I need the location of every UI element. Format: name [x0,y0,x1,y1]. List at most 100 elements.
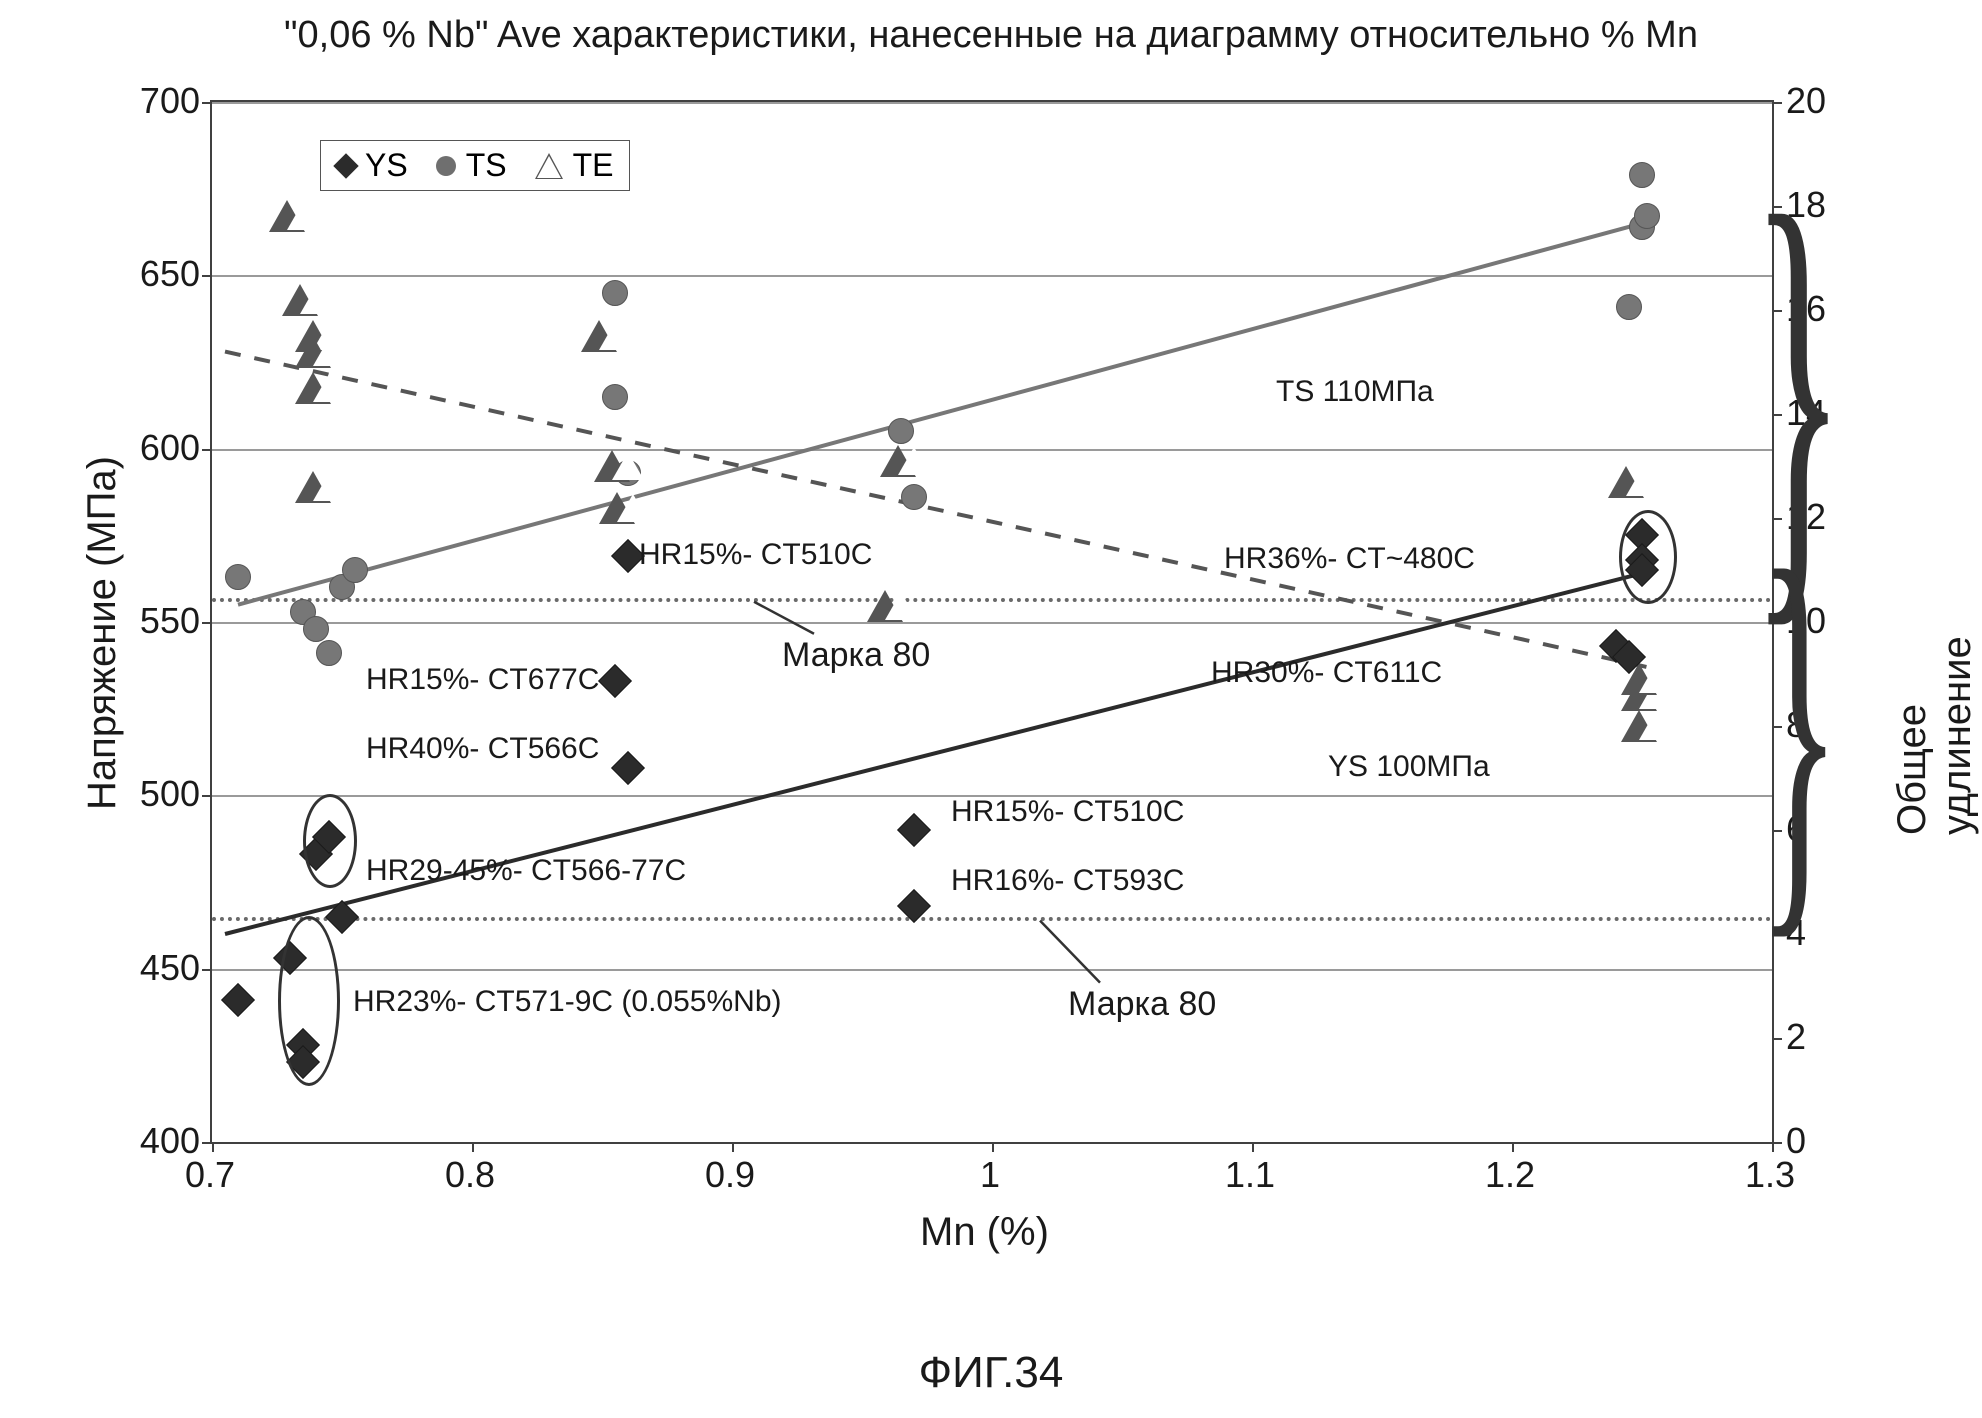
data-point-diamond [226,988,250,1012]
legend-item: TS [436,147,507,184]
chart-annotation: YS 100МПа [1328,750,1490,784]
tick-label-x: 1 [950,1154,1030,1196]
reference-line [212,917,1772,921]
data-point-diamond [616,756,640,780]
tick-label-y-left: 550 [120,600,200,642]
data-point-triangle [898,447,930,475]
chart-annotation: HR30%- CT611C [1211,656,1442,690]
tick-y-left [202,449,212,451]
tick-label-y-left: 650 [120,253,200,295]
data-point-circle [602,280,628,306]
tick-y-left [202,622,212,624]
y-axis-left-label: Напряжение (МПа) [80,456,125,810]
chart-annotation: HR29-45%- CT566-77C [366,854,686,888]
tick-x [732,1142,734,1152]
reference-line [212,598,1772,602]
chart-title: "0,06 % Nb" Ave характеристики, нанесенн… [0,14,1982,57]
chart-annotation: HR16%- CT593C [951,864,1184,898]
gridline [212,275,1772,277]
tick-label-x: 0.8 [430,1154,510,1196]
tick-y-right [1772,1038,1782,1040]
tick-y-left [202,969,212,971]
reference-line-label: Марка 80 [1068,985,1216,1024]
data-point-circle [1616,294,1642,320]
tick-label-y-left: 450 [120,947,200,989]
tick-label-x: 1.3 [1730,1154,1810,1196]
data-point-triangle [617,494,649,522]
tick-label-x: 1.2 [1470,1154,1550,1196]
legend-item: TE [535,147,614,184]
tick-label-x: 1.1 [1210,1154,1290,1196]
data-point-circle [888,418,914,444]
group-ellipse [278,916,340,1086]
data-point-triangle [1639,712,1671,740]
data-point-triangle [300,286,332,314]
data-point-circle [901,484,927,510]
reference-line-label: Марка 80 [782,636,930,675]
chart-annotation: HR15%- CT510C [951,795,1184,829]
tick-label-y-left: 600 [120,427,200,469]
chart-annotation: HR15%- CT510C [639,538,872,572]
tick-label-y-right: 20 [1786,80,1826,122]
legend: YS TS TE [320,140,630,191]
tick-y-left [202,1142,212,1144]
group-ellipse [1619,510,1677,604]
curly-brace: } [1756,547,1841,909]
tick-label-y-left: 700 [120,80,200,122]
tick-y-left [202,275,212,277]
tick-label-x: 0.9 [690,1154,770,1196]
tick-y-left [202,102,212,104]
data-point-triangle [313,338,345,366]
data-point-triangle [313,374,345,402]
chart-annotation: HR36%- CT~480C [1224,542,1475,576]
legend-item: YS [337,147,408,184]
y-axis-right-label: Общее удлинение (%) [1890,636,1982,835]
x-axis-label: Mn (%) [920,1210,1049,1255]
data-point-circle [225,564,251,590]
data-point-circle [316,640,342,666]
chart-annotation: HR15%- CT677C [366,663,599,697]
data-point-diamond [616,544,640,568]
chart-annotation: TS 110МПа [1276,375,1434,409]
data-point-circle [303,616,329,642]
tick-x [1252,1142,1254,1152]
data-point-diamond [603,669,627,693]
data-point-diamond [330,905,354,929]
tick-x [472,1142,474,1152]
data-point-diamond [1617,645,1641,669]
chart-annotation: HR23%- CT571-9C (0.055%Nb) [353,985,782,1019]
gridline [212,622,1772,624]
data-point-triangle [1626,468,1658,496]
tick-y-right [1772,102,1782,104]
tick-x [1512,1142,1514,1152]
tick-x [212,1142,214,1152]
triangle-icon [535,153,563,179]
data-point-triangle [1639,665,1671,693]
data-point-diamond [902,818,926,842]
data-point-triangle [287,202,319,230]
data-point-triangle [313,473,345,501]
legend-label: TS [466,147,507,184]
gridline [212,969,1772,971]
tick-label-y-left: 500 [120,773,200,815]
data-point-circle [602,384,628,410]
tick-x [992,1142,994,1152]
figure-caption: ФИГ.34 [0,1348,1982,1398]
tick-y-left [202,795,212,797]
gridline [212,102,1772,104]
legend-label: YS [365,147,408,184]
diamond-icon [333,153,358,178]
tick-x [1772,1142,1774,1152]
data-point-triangle [612,452,644,480]
tick-label-y-right: 2 [1786,1016,1806,1058]
circle-icon [436,156,456,176]
data-point-triangle [599,322,631,350]
data-point-triangle [885,592,917,620]
tick-label-x: 0.7 [170,1154,250,1196]
group-ellipse [303,794,357,888]
data-point-circle [1634,203,1660,229]
data-point-circle [1629,162,1655,188]
gridline [212,449,1772,451]
data-point-circle [342,557,368,583]
data-point-diamond [902,894,926,918]
